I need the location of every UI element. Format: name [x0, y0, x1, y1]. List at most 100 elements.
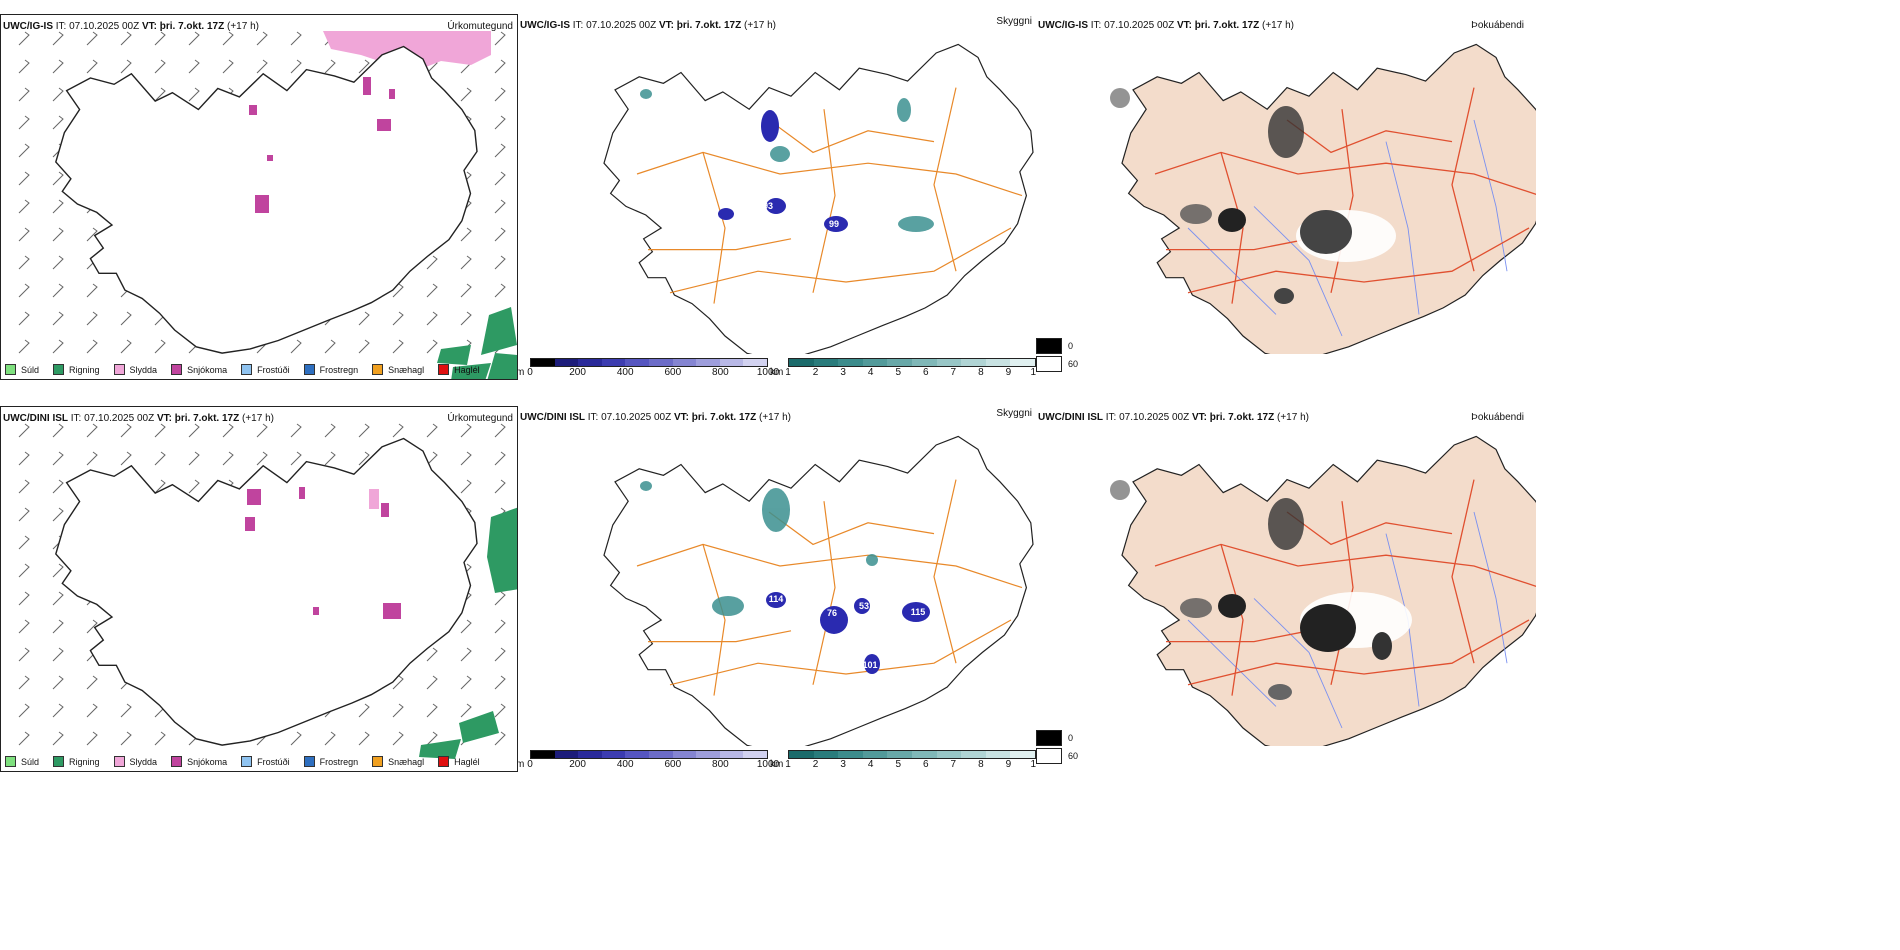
wind-barb	[18, 619, 30, 634]
wind-barb	[52, 255, 64, 270]
wind-barb	[494, 227, 506, 242]
colorbar-tick: 6	[922, 759, 929, 770]
colorbar-tick: 8	[978, 367, 984, 378]
wind-barb	[18, 59, 30, 74]
precip-legend: Súld Rigning Slydda Snjókoma Frostúði Frostre…	[5, 756, 480, 767]
colorbar-segment	[719, 359, 744, 366]
legend-label: Snjókoma	[187, 364, 228, 375]
road	[702, 152, 726, 304]
precip-map	[18, 31, 517, 379]
wind-barb	[120, 31, 132, 46]
wind-barb	[18, 703, 30, 718]
wind-barb	[494, 115, 506, 130]
wind-barb	[154, 731, 166, 746]
wind-barb	[494, 647, 506, 662]
wind-barb	[154, 479, 166, 494]
wind-barb	[358, 451, 370, 466]
road	[1330, 501, 1354, 685]
panel-header: UWC/DINI ISL IT: 07.10.2025 00Z VT: þri.…	[1038, 412, 1309, 423]
wind-barb	[358, 423, 370, 438]
wind-barb	[52, 339, 64, 354]
legend-label: Súld	[21, 756, 40, 767]
legend-item: Snæhagl	[372, 364, 424, 375]
wind-barb	[494, 283, 506, 298]
road	[1286, 511, 1453, 546]
wind-barb	[392, 283, 404, 298]
iceland-coastline	[603, 435, 1034, 746]
colorbar-segment	[578, 359, 602, 366]
panel-header: UWC/DINI ISL IT: 07.10.2025 00Z VT: þri.…	[520, 412, 791, 423]
rain-sea-patches	[437, 307, 517, 379]
fog-scale-item: 60	[1036, 748, 1078, 764]
snow-patches	[249, 77, 395, 213]
colorbar-segment	[554, 751, 579, 758]
wind-barb	[256, 423, 268, 438]
colorbar-tick: 1	[785, 367, 791, 378]
road	[933, 479, 957, 664]
river	[1385, 141, 1420, 315]
wind-barb	[324, 731, 336, 746]
vis-panel-top: UWC/IG-IS IT: 07.10.2025 00Z VT: þri. 7.…	[518, 14, 1036, 380]
wind-barb	[52, 647, 64, 662]
panel-header: UWC/IG-IS IT: 07.10.2025 00Z VT: þri. 7.…	[1038, 20, 1294, 31]
fog-scale-label: 0	[1068, 341, 1074, 351]
colorbar-tick: 800	[712, 759, 729, 770]
wind-barb	[120, 423, 132, 438]
colorbar-segment	[862, 751, 888, 758]
wind-barb	[290, 31, 302, 46]
legend-item: Snjókoma	[171, 364, 227, 375]
road	[669, 227, 1012, 294]
legend-item: Haglél	[438, 364, 480, 375]
road	[636, 151, 1023, 197]
colorbar-segment	[531, 359, 555, 366]
wind-barb	[222, 59, 234, 74]
wind-barb	[120, 59, 132, 74]
road	[1187, 227, 1530, 294]
colorbar-segment	[911, 359, 937, 366]
wind-barb	[18, 143, 30, 158]
legend-swatch	[438, 364, 450, 375]
wind-barb	[86, 59, 98, 74]
wind-barb	[460, 87, 472, 102]
wind-barb	[18, 591, 30, 606]
wind-barb	[358, 311, 370, 326]
road	[1166, 630, 1310, 643]
legend-label: Frostúði	[257, 364, 290, 375]
colorbar-tick: 9	[1005, 759, 1012, 770]
colorbar-tick: 200	[569, 367, 586, 378]
wind-barb	[290, 59, 302, 74]
river	[1473, 511, 1508, 664]
colorbar-segment	[672, 359, 697, 366]
wind-barb	[426, 283, 438, 298]
colorbar-tick: 1000	[756, 759, 780, 770]
wind-barb	[494, 199, 506, 214]
colorbar-tick: 600	[664, 759, 682, 770]
wind-barb	[494, 619, 506, 634]
colorbar-segment	[648, 751, 673, 758]
colorbar-tick: 4	[867, 367, 874, 378]
colorbar-segment	[936, 751, 962, 758]
wind-barb	[86, 31, 98, 46]
legend-label: Súld	[21, 364, 40, 375]
vis-map: 114 76 53 115 101	[603, 435, 1034, 746]
wind-barb	[494, 143, 506, 158]
wind-barb	[52, 283, 64, 298]
wind-barb	[494, 87, 506, 102]
wind-barb	[52, 563, 64, 578]
iceland-coastline	[55, 437, 478, 746]
wind-barb	[324, 339, 336, 354]
legend-item: Snjókoma	[171, 756, 227, 767]
road	[812, 109, 836, 293]
colorbar-segment	[625, 359, 649, 366]
road	[1451, 479, 1475, 664]
fog-scale-swatch	[1036, 748, 1062, 764]
wind-barb	[460, 227, 472, 242]
sleet-patch	[369, 489, 379, 509]
road	[768, 119, 935, 154]
wind-barb	[18, 283, 30, 298]
legend-label: Haglél	[454, 756, 480, 767]
road	[669, 619, 1012, 686]
panel-title: Úrkomutegund	[447, 413, 513, 424]
colorbar-segment	[531, 751, 555, 758]
visibility-colorbar: 1 2 3 4 5 6 7 8 9 10 km	[770, 358, 1036, 379]
